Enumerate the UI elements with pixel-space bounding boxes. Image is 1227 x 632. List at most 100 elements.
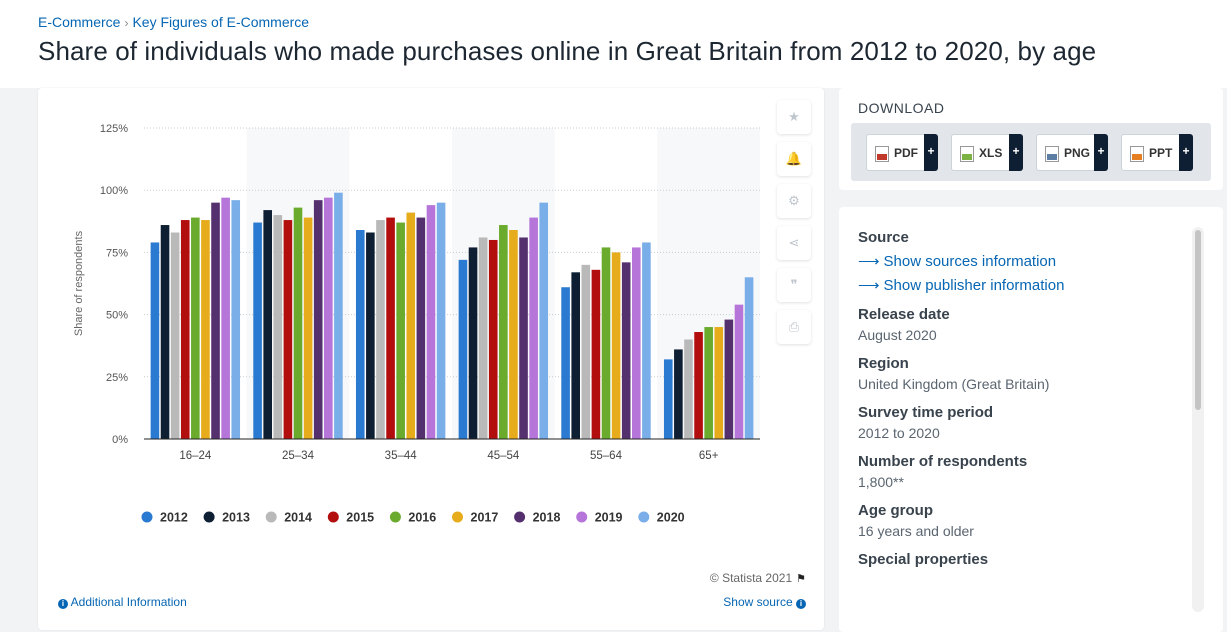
bar-2019-16-24 xyxy=(221,197,230,439)
bar-2017-45-54 xyxy=(509,230,518,439)
bar-2012-45-54 xyxy=(458,259,468,439)
statistic-info-panel: Source ⟶ Show sources information ⟶ Show p… xyxy=(839,207,1223,632)
show-publisher-link[interactable]: ⟶ Show publisher information xyxy=(858,276,1188,294)
bar-2020-35-44 xyxy=(436,202,446,439)
plus-icon[interactable]: + xyxy=(924,134,938,171)
bar-2020-55-64 xyxy=(642,242,651,439)
bar-2012-55-64 xyxy=(561,287,570,439)
download-buttons: PDF + XLS + PNG + PPT + xyxy=(851,123,1211,181)
show-source-label: Show source xyxy=(723,595,793,609)
info-icon: i xyxy=(58,599,68,609)
bar-2019-65+ xyxy=(734,304,744,439)
copyright: © Statista 2021 ⚑ xyxy=(710,571,806,585)
respondents-value: 1,800** xyxy=(858,474,904,490)
bar-2014-55-64 xyxy=(581,264,591,439)
y-tick-label: 0% xyxy=(112,434,128,446)
bar-2014-25-34 xyxy=(273,215,283,439)
breadcrumb-ecommerce[interactable]: E-Commerce xyxy=(38,14,121,30)
header: E-Commerce › Key Figures of E-Commerce Sha… xyxy=(0,0,1227,88)
special-properties-heading: Special properties xyxy=(858,551,989,568)
show-sources-link[interactable]: ⟶ Show sources information xyxy=(858,252,1188,270)
download-panel: DOWNLOAD PDF + XLS + PNG + PPT + xyxy=(839,88,1223,190)
bar-2015-25-34 xyxy=(283,220,293,439)
x-tick-label: 25–34 xyxy=(282,450,315,462)
legend-marker-2019 xyxy=(576,511,588,523)
bar-2014-45-54 xyxy=(478,237,488,439)
bar-2020-45-54 xyxy=(539,202,549,439)
bar-2018-16-24 xyxy=(211,202,220,439)
additional-information-link[interactable]: i Additional Information xyxy=(58,595,187,609)
x-tick-label: 65+ xyxy=(699,450,719,462)
region-heading: Region xyxy=(858,355,909,372)
download-label: PDF xyxy=(894,146,918,160)
x-tick-label: 35–44 xyxy=(385,450,418,462)
plus-icon[interactable]: + xyxy=(1009,134,1023,171)
download-png-button[interactable]: PNG + xyxy=(1036,134,1108,171)
bar-2013-35-44 xyxy=(366,232,375,439)
chart-toolbar: ★ 🔔 ⚙ ⋖ ❞ ⎙ xyxy=(777,100,811,352)
x-tick-label: 55–64 xyxy=(590,450,623,462)
bar-2016-65+ xyxy=(704,327,713,439)
bar-2020-16-24 xyxy=(231,200,241,439)
pdf-file-icon xyxy=(875,146,889,162)
breadcrumb: E-Commerce › Key Figures of E-Commerce xyxy=(38,14,309,30)
legend-label-2017: 2017 xyxy=(471,511,499,525)
scrollbar-thumb[interactable] xyxy=(1195,230,1201,410)
legend-marker-2018 xyxy=(514,511,526,523)
show-publisher-label: Show publisher information xyxy=(883,277,1065,294)
settings-gear-icon[interactable]: ⚙ xyxy=(777,184,811,218)
legend-label-2012: 2012 xyxy=(160,511,188,525)
bar-2015-16-24 xyxy=(180,220,190,439)
favorite-icon[interactable]: ★ xyxy=(777,100,811,134)
download-pdf-button[interactable]: PDF + xyxy=(866,134,938,171)
legend-marker-2017 xyxy=(452,511,463,523)
notification-bell-icon[interactable]: 🔔 xyxy=(777,142,811,176)
plus-icon[interactable]: + xyxy=(1094,134,1108,171)
print-icon[interactable]: ⎙ xyxy=(777,310,811,344)
y-tick-label: 50% xyxy=(106,310,128,322)
y-tick-label: 125% xyxy=(100,123,128,135)
y-tick-label: 75% xyxy=(106,247,128,259)
respondents-heading: Number of respondents xyxy=(858,453,1028,470)
plus-icon[interactable]: + xyxy=(1179,134,1193,171)
share-icon[interactable]: ⋖ xyxy=(777,226,811,260)
xls-file-icon xyxy=(960,146,974,162)
legend-marker-2012 xyxy=(141,511,153,523)
bar-2013-16-24 xyxy=(160,225,170,439)
legend-marker-2020 xyxy=(638,511,650,523)
bar-2016-45-54 xyxy=(499,225,508,439)
png-file-icon xyxy=(1045,146,1059,162)
legend-label-2013: 2013 xyxy=(222,511,250,525)
breadcrumb-key-figures[interactable]: Key Figures of E-Commerce xyxy=(132,14,310,30)
y-tick-label: 25% xyxy=(106,372,128,384)
bar-2014-35-44 xyxy=(376,220,385,439)
bar-2015-55-64 xyxy=(591,269,601,439)
x-tick-label: 45–54 xyxy=(487,450,520,462)
ppt-file-icon xyxy=(1130,146,1144,162)
region-value: United Kingdom (Great Britain) xyxy=(858,376,1050,392)
flag-icon[interactable]: ⚑ xyxy=(796,573,806,585)
bar-2017-55-64 xyxy=(611,252,621,439)
bar-2020-25-34 xyxy=(334,192,343,439)
bar-2018-25-34 xyxy=(313,200,323,439)
bar-2017-35-44 xyxy=(406,212,416,439)
info-icon: i xyxy=(796,599,806,609)
legend-marker-2016 xyxy=(389,511,401,523)
breadcrumb-separator: › xyxy=(124,16,129,30)
chart-card: 0% 25% 50% 75% 100% 125% Share of respondents 1… xyxy=(38,88,824,630)
legend-marker-2014 xyxy=(265,511,277,523)
survey-period-heading: Survey time period xyxy=(858,404,994,421)
download-xls-button[interactable]: XLS + xyxy=(951,134,1023,171)
bar-2019-55-64 xyxy=(632,247,641,439)
bar-2016-16-24 xyxy=(191,217,200,439)
legend-label-2014: 2014 xyxy=(284,511,312,525)
age-group-value: 16 years and older xyxy=(858,523,974,539)
quote-icon[interactable]: ❞ xyxy=(777,268,811,302)
show-source-link[interactable]: Show source i xyxy=(723,595,806,609)
legend-marker-2015 xyxy=(327,511,339,523)
info-scrollbar[interactable] xyxy=(1192,227,1204,612)
bar-2012-35-44 xyxy=(355,230,365,439)
bar-2015-45-54 xyxy=(488,239,498,439)
download-ppt-button[interactable]: PPT + xyxy=(1121,134,1193,171)
bar-2018-55-64 xyxy=(621,262,631,439)
